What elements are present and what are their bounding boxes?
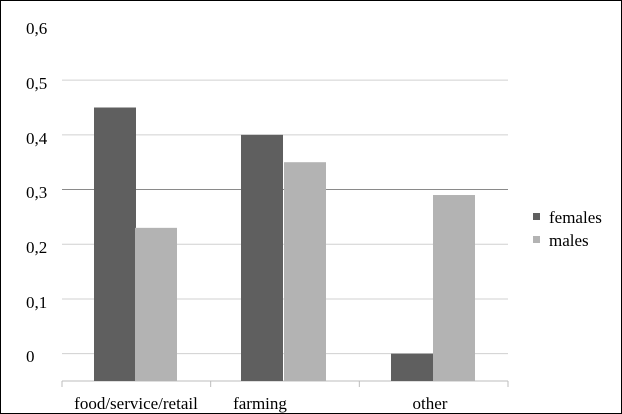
- bar-males-0: [135, 227, 177, 381]
- legend-label-females: females: [549, 208, 602, 227]
- x-category-label: farming: [233, 394, 287, 413]
- y-tick-label: 0,4: [26, 129, 48, 148]
- legend-swatch-females: [533, 213, 540, 220]
- y-tick-label: 0,1: [26, 293, 47, 312]
- bar-males-2: [433, 195, 475, 381]
- legend-swatch-males: [533, 236, 540, 243]
- x-category-label: other: [413, 394, 448, 413]
- y-tick-label: 0,3: [26, 183, 47, 202]
- bar-females-2: [391, 353, 433, 381]
- y-tick-label: 0,6: [26, 19, 47, 38]
- bar-females-1: [241, 134, 283, 381]
- y-tick-label: 0,2: [26, 238, 47, 257]
- y-tick-label: 0,5: [26, 74, 47, 93]
- bar-males-1: [284, 162, 326, 381]
- bar-females-0: [94, 107, 136, 381]
- legend-label-males: males: [549, 231, 589, 250]
- x-category-label: food/service/retail: [74, 394, 198, 413]
- y-tick-label: 0: [26, 347, 35, 366]
